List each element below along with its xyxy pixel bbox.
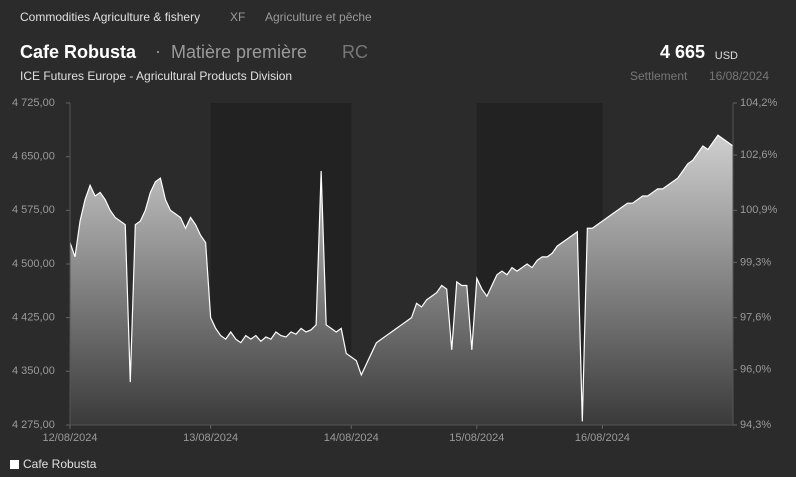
date: 16/08/2024 — [709, 69, 769, 83]
y-tick-label: 4 500,00 — [12, 258, 55, 270]
exchange: ICE Futures Europe - Agricultural Produc… — [20, 69, 292, 83]
separator: · — [155, 41, 161, 61]
area — [70, 135, 733, 425]
x-tick-label: 16/08/2024 — [575, 432, 630, 444]
y2-tick-label: 102,6% — [740, 149, 778, 161]
code[interactable]: XF — [230, 10, 245, 24]
breadcrumb[interactable]: Commodities Agriculture & fishery — [20, 10, 200, 24]
legend-swatch — [10, 460, 19, 469]
y-tick-label: 4 425,00 — [12, 312, 55, 324]
y-tick-label: 4 650,00 — [12, 151, 55, 163]
y-tick-label: 4 575,00 — [12, 204, 55, 216]
line — [69, 134, 734, 422]
y2-tick-label: 99,3% — [740, 256, 771, 268]
y-tick-label: 4 350,00 — [12, 365, 55, 377]
name: Cafe Robusta — [20, 42, 137, 62]
y2-tick-label: 100,9% — [740, 204, 778, 216]
legend-label: Cafe Robusta — [23, 457, 97, 471]
y2-tick-label: 96,0% — [740, 364, 771, 376]
category[interactable]: Agriculture et pêche — [265, 10, 372, 24]
currency: USD — [715, 50, 738, 62]
y2-tick-label: 94,3% — [740, 419, 771, 431]
y-tick-label: 4 725,00 — [12, 97, 55, 109]
y2-tick-label: 104,2% — [740, 97, 778, 109]
price: 4 665 — [660, 42, 705, 62]
ticker: RC — [342, 42, 368, 62]
x-tick-label: 15/08/2024 — [449, 432, 504, 444]
y-tick-label: 4 275,00 — [12, 419, 55, 431]
x-tick-label: 14/08/2024 — [324, 432, 379, 444]
x-tick-label: 13/08/2024 — [183, 432, 238, 444]
y2-tick-label: 97,6% — [740, 312, 771, 324]
x-tick-label: 12/08/2024 — [42, 432, 97, 444]
price-type: Settlement — [630, 69, 688, 83]
kind: Matière première — [171, 42, 307, 62]
